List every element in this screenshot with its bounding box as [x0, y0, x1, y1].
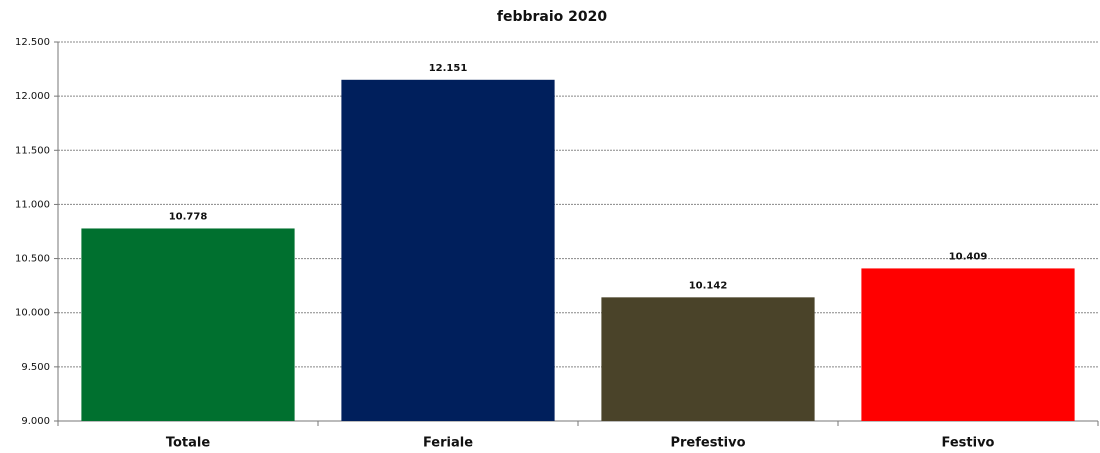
- y-tick-label: 12.500: [15, 37, 50, 48]
- value-label: 12.151: [429, 63, 468, 74]
- value-label: 10.142: [689, 280, 728, 291]
- value-label: 10.778: [169, 211, 208, 222]
- y-tick-label: 10.000: [15, 308, 50, 319]
- y-tick-label: 9.000: [21, 416, 50, 427]
- value-label: 10.409: [949, 251, 988, 262]
- x-tick-label: Totale: [166, 436, 211, 451]
- y-tick-label: 11.500: [15, 145, 50, 156]
- x-tick-label: Prefestivo: [670, 436, 745, 451]
- bar: [601, 297, 815, 421]
- bar: [341, 79, 555, 421]
- y-tick-label: 9.500: [21, 362, 50, 373]
- bar: [861, 268, 1075, 421]
- y-tick-label: 11.000: [15, 199, 50, 210]
- y-tick-label: 10.500: [15, 254, 50, 265]
- bar: [81, 228, 295, 421]
- y-tick-label: 12.000: [15, 91, 50, 102]
- x-tick-label: Feriale: [423, 436, 473, 451]
- chart-title: febbraio 2020: [497, 9, 607, 25]
- x-tick-label: Festivo: [942, 436, 995, 451]
